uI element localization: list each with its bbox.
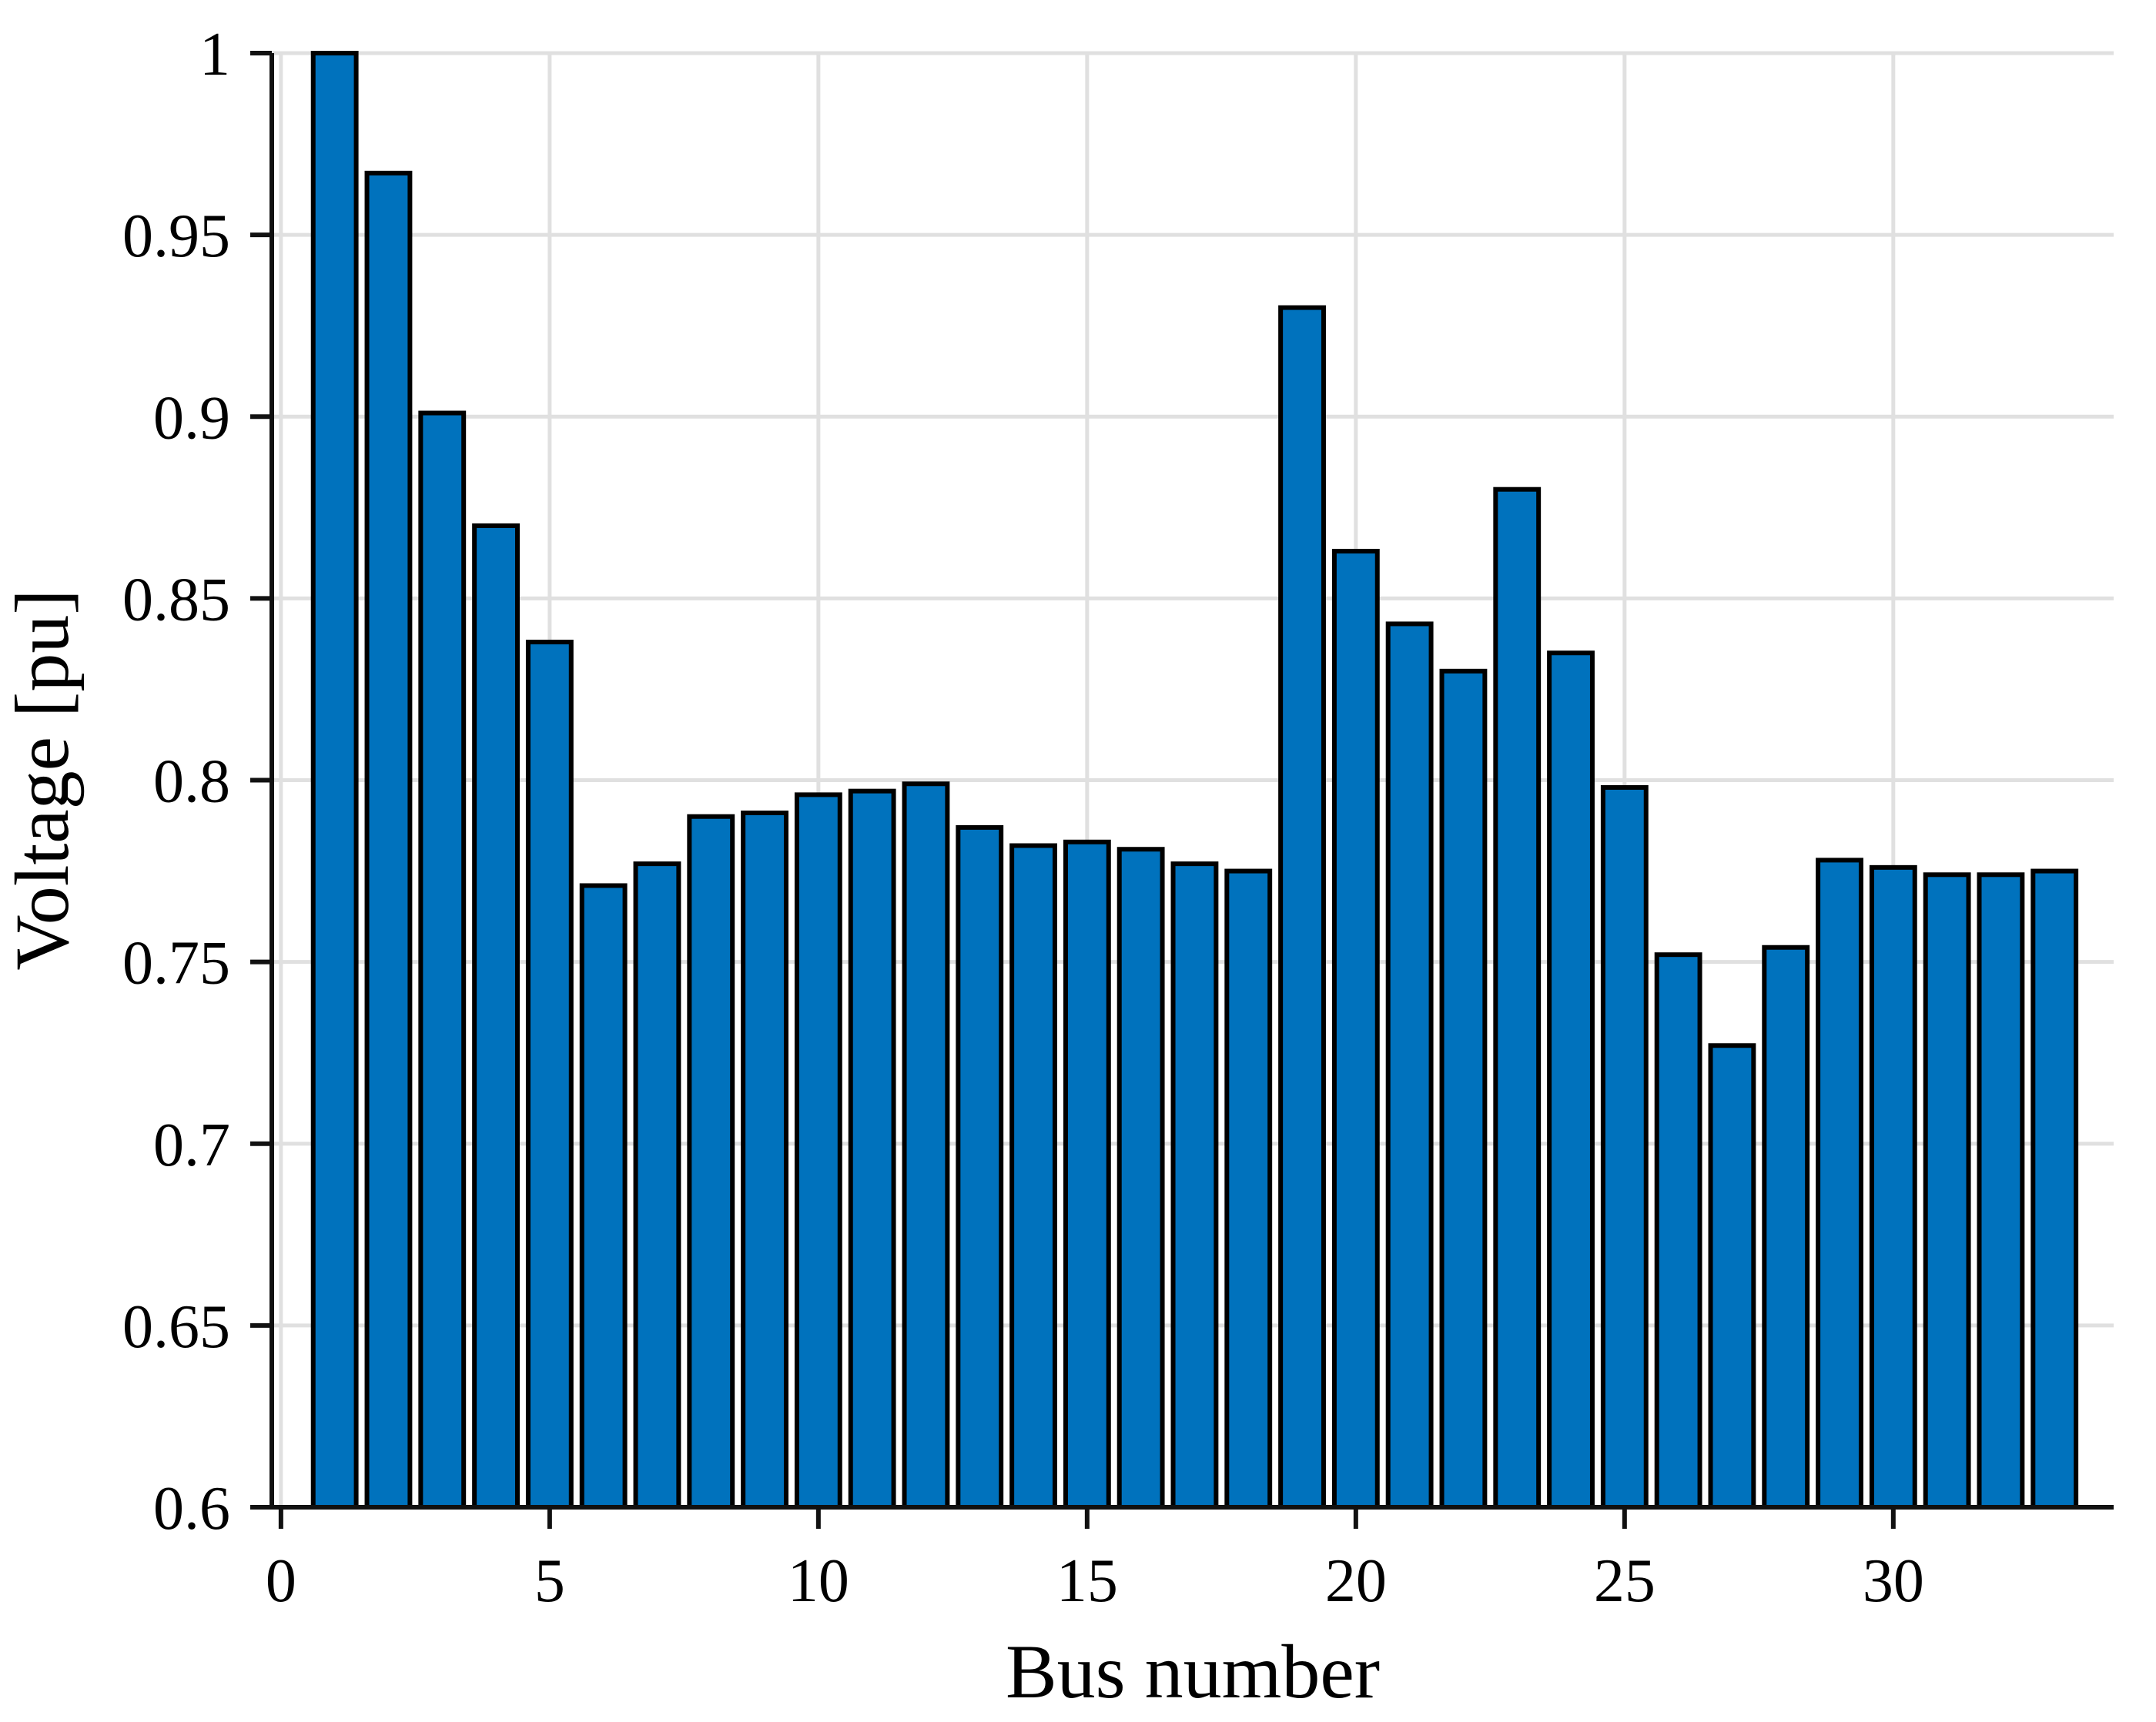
- bar-bus-33: [2030, 868, 2079, 1510]
- bar-bus-16: [1116, 847, 1165, 1510]
- bar-bus-7: [633, 861, 681, 1510]
- x-tick-label: 5: [534, 1547, 565, 1615]
- y-tick-label: 0.6: [153, 1475, 230, 1543]
- bar-bus-12: [902, 781, 950, 1510]
- bar-bus-3: [418, 410, 467, 1510]
- bar-bus-24: [1547, 650, 1595, 1510]
- y-tick-label: 0.7: [153, 1112, 230, 1179]
- y-tick-label: 0.8: [153, 748, 230, 816]
- bar-bus-28: [1762, 945, 1810, 1510]
- bar-bus-21: [1385, 621, 1434, 1510]
- bar-bus-13: [956, 824, 1004, 1510]
- bar-bus-22: [1439, 668, 1488, 1510]
- bar-bus-20: [1331, 548, 1380, 1510]
- bar-bus-18: [1224, 868, 1273, 1510]
- bar-bus-31: [1923, 872, 1971, 1510]
- y-axis-label: Voltage [pu]: [0, 589, 85, 970]
- y-tick-label: 0.65: [122, 1293, 230, 1361]
- x-tick-label: 15: [1056, 1547, 1118, 1615]
- x-tick-label: 30: [1863, 1547, 1924, 1615]
- x-tick-label: 10: [788, 1547, 849, 1615]
- bar-bus-9: [741, 811, 788, 1510]
- bar-bus-30: [1869, 864, 1917, 1510]
- bar-bus-19: [1278, 305, 1326, 1510]
- x-tick-label: 0: [266, 1547, 296, 1615]
- bar-bus-14: [1009, 843, 1057, 1510]
- bar-bus-32: [1977, 872, 2025, 1510]
- y-tick-label: 1: [199, 21, 230, 89]
- bar-bus-17: [1170, 861, 1219, 1510]
- bar-bus-1: [310, 51, 359, 1510]
- bars: [310, 51, 2079, 1510]
- bar-bus-5: [525, 640, 574, 1510]
- bar-bus-15: [1063, 839, 1111, 1510]
- axes: [250, 51, 2114, 1529]
- bar-bus-10: [794, 792, 842, 1510]
- bar-bus-25: [1600, 784, 1649, 1510]
- x-tick-label: 20: [1325, 1547, 1387, 1615]
- bar-bus-2: [364, 170, 413, 1510]
- bar-bus-23: [1493, 487, 1542, 1510]
- y-tick-label: 0.85: [122, 566, 230, 634]
- bar-bus-29: [1816, 858, 1863, 1510]
- bar-bus-26: [1654, 952, 1702, 1510]
- x-axis-label: Bus number: [1006, 1629, 1380, 1714]
- y-tick-label: 0.95: [122, 202, 230, 270]
- bar-bus-11: [848, 788, 896, 1510]
- bar-bus-4: [472, 523, 520, 1510]
- bar-bus-8: [687, 814, 735, 1510]
- y-tick-label: 0.75: [122, 930, 230, 998]
- x-tick-label: 25: [1594, 1547, 1656, 1615]
- bar-bus-6: [579, 883, 628, 1510]
- y-tick-label: 0.9: [153, 384, 230, 452]
- bar-bus-27: [1708, 1043, 1756, 1510]
